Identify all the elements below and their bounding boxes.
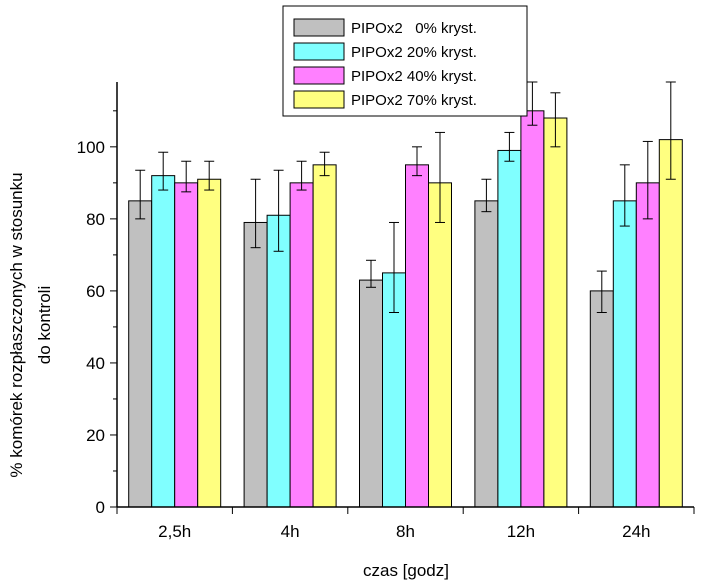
bar [405, 164, 429, 508]
y-tick-label: 0 [96, 498, 105, 517]
legend-swatch [293, 18, 345, 37]
bar [197, 178, 222, 508]
bar [359, 279, 383, 508]
y-tick-label: 40 [86, 354, 105, 373]
x-tick-label: 4h [281, 522, 300, 541]
bar [589, 290, 614, 508]
legend: PIPOx2 0% kryst. PIPOx2 20% kryst. PIPOx2 … [282, 5, 528, 117]
bar [497, 149, 522, 508]
legend-label: PIPOx2 40% kryst. [351, 68, 477, 85]
bar [428, 182, 452, 508]
y-tick-label: 60 [86, 282, 105, 301]
bar [266, 214, 291, 508]
x-tick-label: 2,5h [158, 522, 191, 541]
legend-label: PIPOx2 20% kryst. [351, 44, 477, 61]
bar [658, 139, 683, 508]
bar [243, 221, 268, 508]
bar [174, 182, 199, 508]
legend-swatch [293, 90, 345, 109]
legend-swatch [293, 66, 345, 85]
bar [612, 200, 637, 508]
y-axis-title: % komórek rozpłaszczonych w stosunku [7, 172, 26, 477]
x-tick-label: 8h [396, 522, 415, 541]
plot-area: 0 20 40 60 80 100 2,5h 4h 8h 12h 24h [77, 81, 695, 541]
bar [151, 175, 176, 508]
y-tick-label: 80 [86, 210, 105, 229]
bar [474, 200, 499, 508]
bar [520, 110, 545, 508]
y-axis-title-line2: do kontroli [35, 286, 54, 364]
y-tick-label: 20 [86, 426, 105, 445]
legend-label: PIPOx2 70% kryst. [351, 92, 477, 109]
bar [543, 117, 568, 508]
bar [128, 200, 153, 508]
bar [635, 182, 660, 508]
legend-label: PIPOx2 0% kryst. [351, 20, 477, 37]
x-tick-label: 24h [622, 522, 650, 541]
x-axis-title: czas [godz] [363, 561, 449, 580]
y-tick-label: 100 [77, 138, 105, 157]
legend-swatch [293, 42, 345, 61]
bar [312, 164, 337, 508]
x-tick-label: 12h [507, 522, 535, 541]
bar [289, 182, 314, 508]
